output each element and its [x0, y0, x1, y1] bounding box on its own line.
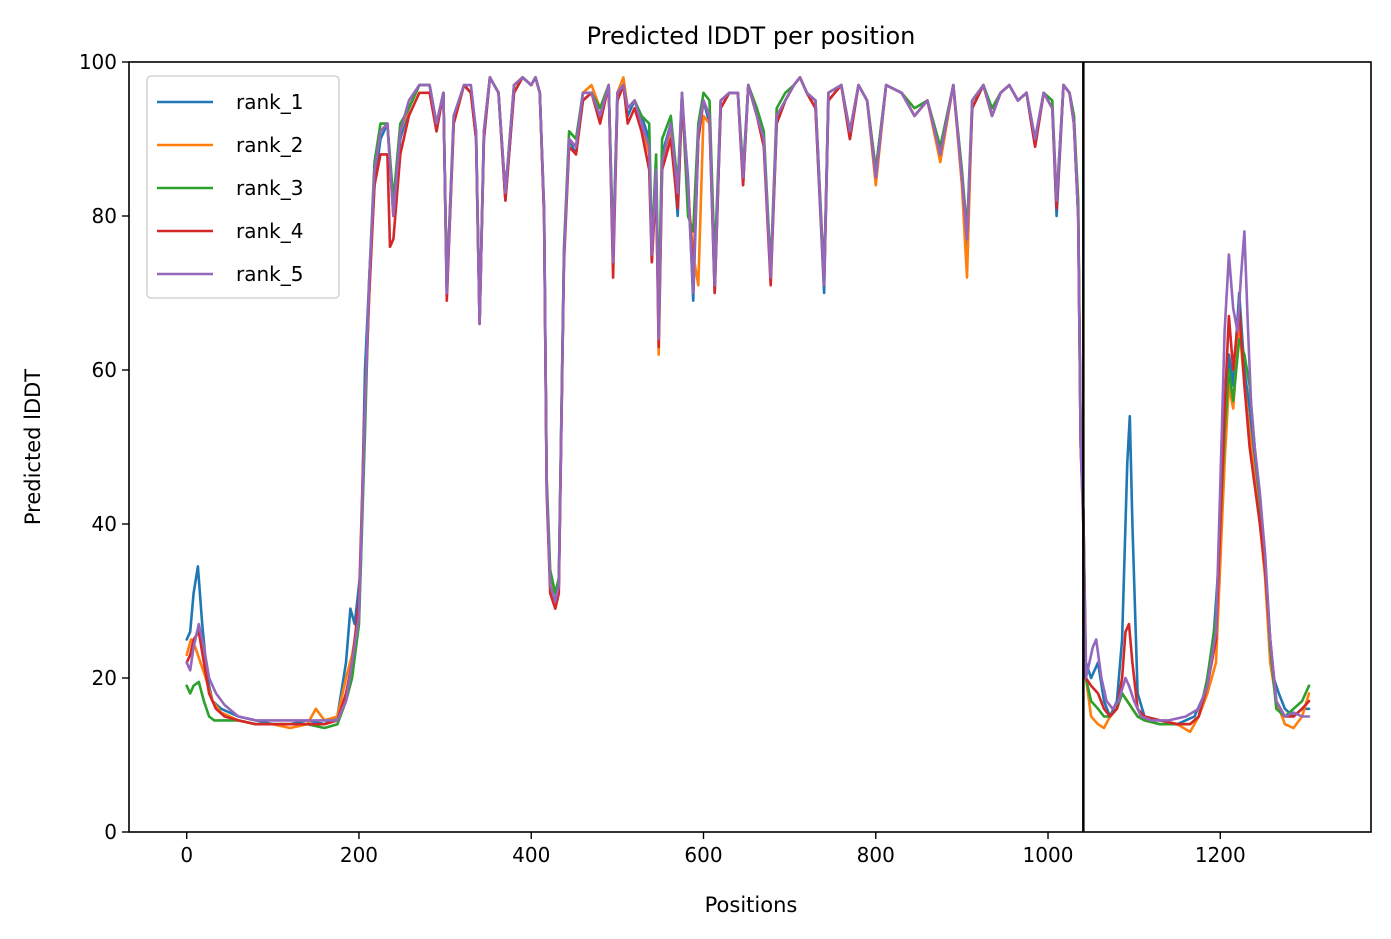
x-tick-label: 400 — [512, 843, 550, 867]
legend: rank_1 rank_2 rank_3 rank_4 rank_5 — [146, 75, 340, 299]
x-tick-label: 1200 — [1195, 843, 1246, 867]
y-tick-label: 60 — [92, 358, 117, 382]
x-tick-label: 0 — [180, 843, 193, 867]
series-line-rank_5 — [185, 76, 1311, 722]
y-axis-ticks: 0 20 40 60 80 100 — [79, 50, 129, 844]
series-layer — [185, 76, 1311, 734]
y-tick-label: 40 — [92, 512, 117, 536]
y-tick-label: 100 — [79, 50, 117, 74]
y-axis-title: Predicted lDDT — [21, 369, 45, 525]
chart-title: Predicted lDDT per position — [587, 22, 916, 50]
legend-label: rank_1 — [236, 90, 303, 114]
legend-box — [146, 75, 340, 299]
y-tick-label: 0 — [104, 820, 117, 844]
x-tick-label: 200 — [340, 843, 378, 867]
legend-label: rank_3 — [236, 176, 303, 200]
x-tick-label: 600 — [684, 843, 722, 867]
x-tick-label: 800 — [857, 843, 895, 867]
y-tick-label: 20 — [92, 666, 117, 690]
plot-frame — [128, 61, 1372, 833]
x-tick-label: 1000 — [1023, 843, 1074, 867]
x-axis-title: Positions — [705, 893, 798, 917]
series-line-rank_4 — [185, 76, 1311, 726]
legend-label: rank_5 — [236, 262, 303, 286]
legend-label: rank_4 — [236, 219, 303, 243]
x-axis-ticks: 0 200 400 600 800 1000 1200 — [180, 832, 1246, 867]
y-tick-label: 80 — [92, 204, 117, 228]
legend-label: rank_2 — [236, 133, 303, 157]
